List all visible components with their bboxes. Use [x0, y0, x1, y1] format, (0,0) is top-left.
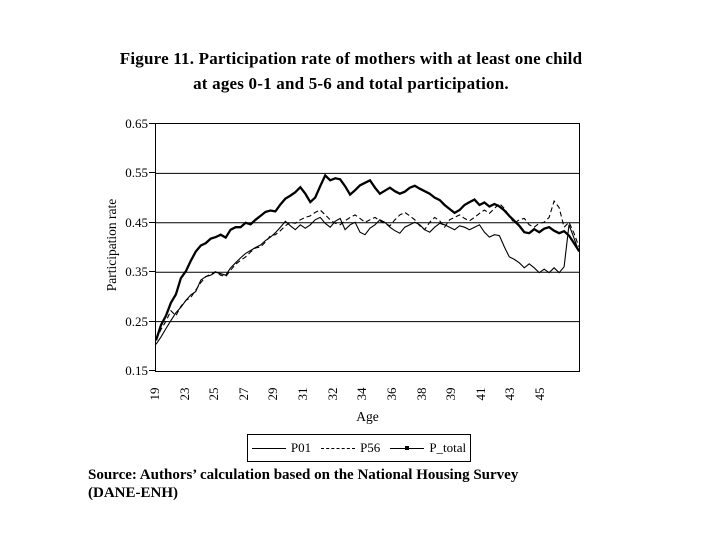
legend: P01 P56 P_total — [247, 434, 471, 462]
x-tick-label: 39 — [443, 387, 459, 401]
figure-title-line-2: at ages 0-1 and 5-6 and total participat… — [193, 74, 509, 93]
y-tick-mark — [149, 271, 155, 273]
legend-entry-P_total: P_total — [390, 440, 466, 456]
y-axis-title: Participation rate — [104, 198, 119, 292]
x-tick-label: 41 — [472, 387, 488, 401]
legend-label: P_total — [429, 440, 467, 455]
y-tick-label: 0.45 — [125, 214, 148, 230]
x-tick-label: 19 — [147, 387, 162, 401]
source-note-line-2: (DANE-ENH) — [88, 485, 178, 501]
x-tick-label: 38 — [413, 387, 429, 401]
x-tick-label: 32 — [324, 387, 340, 401]
legend-line-sample-P56 — [321, 447, 356, 449]
y-tick-label: 0.25 — [125, 313, 148, 329]
x-axis-title: Age — [356, 409, 379, 424]
legend-line-sample-P01 — [251, 447, 286, 449]
y-tick-mark — [149, 123, 155, 124]
y-tick-mark — [149, 370, 155, 371]
y-tick-label: 0.35 — [125, 264, 148, 280]
y-tick-label: 0.55 — [125, 165, 148, 181]
y-tick-mark — [149, 320, 155, 322]
legend-label: P01 — [290, 440, 312, 455]
x-tick-label: 27 — [235, 387, 251, 401]
x-tick-label: 45 — [531, 387, 547, 401]
x-tick-label: 23 — [176, 387, 192, 401]
y-tick-mark — [149, 172, 155, 174]
y-tick-mark — [149, 221, 155, 223]
legend-line-sample-P_total — [390, 446, 425, 450]
legend-entry-P56: P56 — [321, 440, 380, 456]
x-tick-label: 31 — [295, 387, 311, 401]
x-tick-label: 34 — [354, 387, 370, 401]
y-tick-label: 0.15 — [125, 363, 148, 378]
figure-title-line-1: Figure 11. Participation rate of mothers… — [119, 49, 583, 68]
x-tick-label: 36 — [383, 387, 399, 401]
series-line-P_total — [156, 173, 579, 341]
source-note-line-1: Source: Authors’ calculation based on th… — [88, 467, 519, 483]
y-tick-label: 0.65 — [125, 116, 148, 131]
legend-label: P56 — [360, 440, 381, 455]
plot-area — [155, 123, 580, 372]
chart-canvas — [156, 172, 579, 345]
x-tick-label: 43 — [502, 387, 518, 401]
legend-entry-P01: P01 — [251, 440, 312, 456]
x-tick-label: 25 — [206, 387, 222, 401]
x-tick-label: 29 — [265, 387, 281, 401]
series-line-P01 — [156, 216, 579, 345]
